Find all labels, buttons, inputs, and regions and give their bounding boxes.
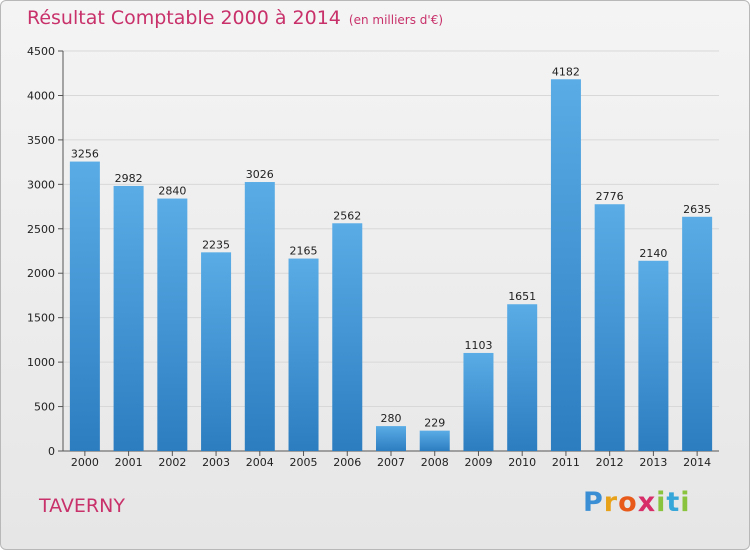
y-tick-label: 0 <box>48 445 55 458</box>
data-label-2008: 229 <box>424 417 445 430</box>
x-tick-label-2009: 2009 <box>464 456 492 469</box>
y-tick-label: 4000 <box>27 89 55 102</box>
bar-2005 <box>288 258 319 451</box>
x-tick-label-2003: 2003 <box>202 456 230 469</box>
y-tick-label: 3500 <box>27 134 55 147</box>
data-labels: 3256 2982 2840 2235 3026 2165 2562 280 229 1103 16… <box>71 65 711 429</box>
bar-2006 <box>332 223 363 451</box>
data-label-2001: 2982 <box>115 172 143 185</box>
x-tick-label-2010: 2010 <box>508 456 536 469</box>
bar-2010 <box>507 304 538 451</box>
chart-title: Résultat Comptable 2000 à 2014 (en millie… <box>27 7 443 29</box>
bar-2001 <box>113 185 144 451</box>
bar-2014 <box>682 216 713 451</box>
data-label-2003: 2235 <box>202 238 230 251</box>
data-label-2011: 4182 <box>552 65 580 78</box>
data-label-2007: 280 <box>381 412 402 425</box>
y-tick-label: 4500 <box>27 45 55 58</box>
bar-2007 <box>376 426 406 451</box>
x-tick-label-2006: 2006 <box>333 456 361 469</box>
data-label-2005: 2165 <box>290 245 318 258</box>
x-tick-label-2012: 2012 <box>596 456 624 469</box>
x-tick-label-2013: 2013 <box>639 456 667 469</box>
x-tick-label-2004: 2004 <box>246 456 274 469</box>
x-tick-label-2007: 2007 <box>377 456 405 469</box>
bar-2004 <box>244 182 275 451</box>
bar-2013 <box>638 260 669 451</box>
data-label-2010: 1651 <box>508 290 536 303</box>
chart-title-main: Résultat Comptable 2000 à 2014 <box>27 7 341 29</box>
y-tick-label: 1000 <box>27 356 55 369</box>
x-tick-label-2001: 2001 <box>115 456 143 469</box>
data-label-2013: 2140 <box>639 247 667 260</box>
data-label-2006: 2562 <box>333 209 361 222</box>
y-tick-label: 500 <box>34 401 55 414</box>
y-tick-label: 3000 <box>27 178 55 191</box>
x-tick-label-2005: 2005 <box>290 456 318 469</box>
y-tick-label: 1500 <box>27 312 55 325</box>
bar-2011 <box>550 79 581 452</box>
data-label-2009: 1103 <box>464 339 492 352</box>
proxiti-logo[interactable]: Proxiti <box>583 487 691 518</box>
x-tick-label-2008: 2008 <box>421 456 449 469</box>
x-tick-label-2002: 2002 <box>158 456 186 469</box>
bar-2008 <box>419 430 450 451</box>
chart-title-unit: (en milliers d'€) <box>348 13 444 27</box>
data-label-2014: 2635 <box>683 203 711 216</box>
bar-2009 <box>463 352 494 451</box>
data-label-2002: 2840 <box>158 185 186 198</box>
x-tick-label-2000: 2000 <box>71 456 99 469</box>
bar-2000 <box>69 161 100 452</box>
x-tick-label-2011: 2011 <box>552 456 580 469</box>
bar-2012 <box>594 204 625 451</box>
bars <box>69 79 713 452</box>
town-name: TAVERNY <box>39 495 125 517</box>
bar-2002 <box>157 198 188 451</box>
x-tick-label-2014: 2014 <box>683 456 711 469</box>
y-tick-label: 2000 <box>27 267 55 280</box>
data-label-2012: 2776 <box>596 190 624 203</box>
data-label-2000: 3256 <box>71 148 99 161</box>
y-tick-label: 2500 <box>27 223 55 236</box>
data-label-2004: 3026 <box>246 168 274 181</box>
bar-2003 <box>201 252 232 451</box>
